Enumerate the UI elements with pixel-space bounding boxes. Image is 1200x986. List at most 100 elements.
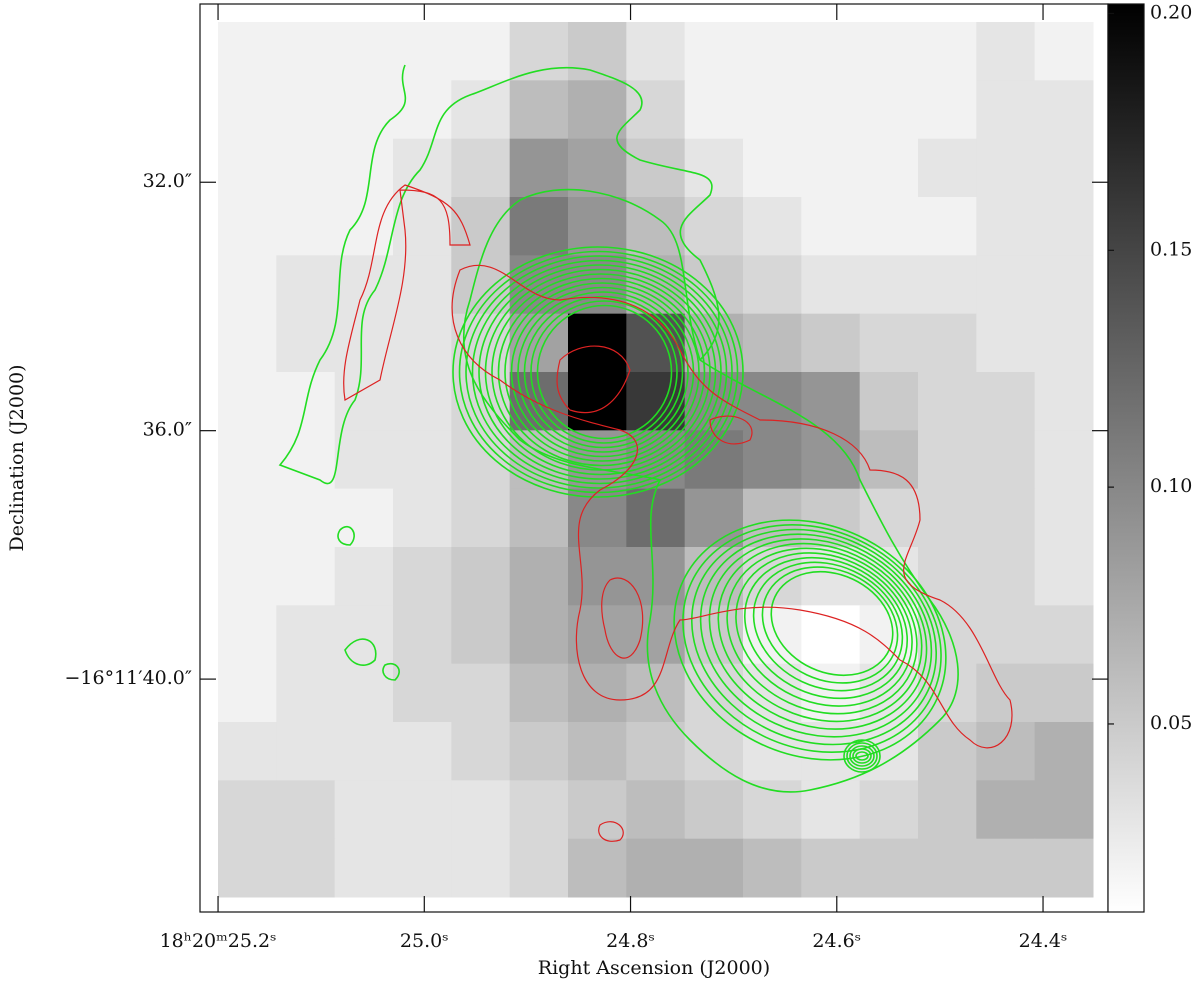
contour: [517, 291, 689, 453]
pixel: [218, 430, 277, 490]
contour: [843, 739, 881, 773]
pixel: [918, 372, 977, 431]
pixel: [1034, 780, 1094, 840]
pixel: [918, 313, 977, 373]
pixel: [859, 22, 919, 81]
contour: [717, 542, 923, 723]
pixel: [684, 722, 744, 781]
pixel: [393, 22, 452, 81]
pixel: [568, 138, 627, 198]
pixel: [1034, 838, 1094, 898]
pixel: [509, 605, 569, 665]
pixel: [451, 547, 511, 606]
x-axis-label: Right Ascension (J2000): [538, 957, 770, 979]
pixel: [859, 80, 919, 140]
pixel: [684, 22, 744, 81]
pixel: [801, 255, 861, 315]
pixel: [568, 197, 627, 256]
pixel: [918, 838, 977, 898]
x-tick-label: 24.6ˢ: [812, 930, 861, 952]
pixel: [918, 488, 977, 548]
pixel: [334, 313, 394, 373]
pixel: [918, 138, 977, 198]
pixel: [859, 313, 919, 373]
pixel: [743, 22, 802, 81]
pixel: [276, 547, 336, 606]
pixel: [684, 780, 744, 840]
pixel: [218, 663, 277, 723]
pixel: [276, 663, 336, 723]
pixel: [859, 838, 919, 898]
pixel: [276, 430, 336, 490]
contour: [682, 524, 942, 753]
pixel: [801, 430, 861, 490]
pixel: [568, 80, 627, 140]
contour: [451, 264, 1013, 749]
pixel: [918, 22, 977, 81]
contour: [855, 751, 869, 761]
colorbar-tick-label: 0.20: [1150, 1, 1192, 23]
pixel: [218, 722, 277, 781]
pixel: [393, 488, 452, 548]
pixel: [218, 780, 277, 840]
pixel: [1034, 372, 1094, 431]
pixel: [976, 605, 1036, 665]
contours: [278, 64, 1013, 842]
pixel: [859, 372, 919, 431]
pixel: [743, 313, 802, 373]
pixel: [218, 547, 277, 606]
contour: [471, 259, 728, 485]
pixel: [451, 722, 511, 781]
colorbar-tick-label: 0.15: [1150, 238, 1192, 260]
pixel: [918, 255, 977, 315]
pixel: [626, 313, 686, 373]
pixel: [1034, 722, 1094, 781]
contour: [735, 552, 913, 707]
pixel: [451, 138, 511, 198]
pixel: [334, 663, 394, 723]
pixel: [1034, 313, 1094, 373]
contour: [478, 264, 722, 480]
pixel: [976, 663, 1036, 723]
pixel: [276, 22, 336, 81]
pixel: [509, 197, 569, 256]
pixel: [393, 722, 452, 781]
pixel: [801, 197, 861, 256]
pixel: [451, 80, 511, 140]
pixel: [859, 780, 919, 840]
pixel: [451, 780, 511, 840]
pixel: [1034, 547, 1094, 606]
contour: [556, 345, 753, 842]
pixel: [684, 80, 744, 140]
contour: [761, 566, 899, 684]
contour: [465, 255, 733, 489]
pixel: [393, 313, 452, 373]
pixel: [509, 80, 569, 140]
pixel: [451, 663, 511, 723]
pixel: [276, 255, 336, 315]
pixel: [684, 605, 744, 665]
pixel: [976, 488, 1036, 548]
pixel: [334, 138, 394, 198]
pixel: [743, 255, 802, 315]
contour: [497, 277, 706, 467]
pixel: [918, 430, 977, 490]
pixel: [276, 780, 336, 840]
pixel: [684, 138, 744, 198]
pixel: [509, 780, 569, 840]
pixel: [568, 22, 627, 81]
pixel: [568, 313, 627, 373]
pixel: [626, 605, 686, 665]
contour: [852, 748, 872, 764]
pixel: [218, 197, 277, 256]
pixel: [218, 138, 277, 198]
pixel: [626, 663, 686, 723]
pixel: [801, 80, 861, 140]
image: [218, 22, 1094, 898]
pixel: [509, 22, 569, 81]
pixel: [218, 313, 277, 373]
x-tick-label: 24.8ˢ: [606, 930, 655, 952]
contour: [752, 561, 904, 692]
pixel: [1034, 255, 1094, 315]
